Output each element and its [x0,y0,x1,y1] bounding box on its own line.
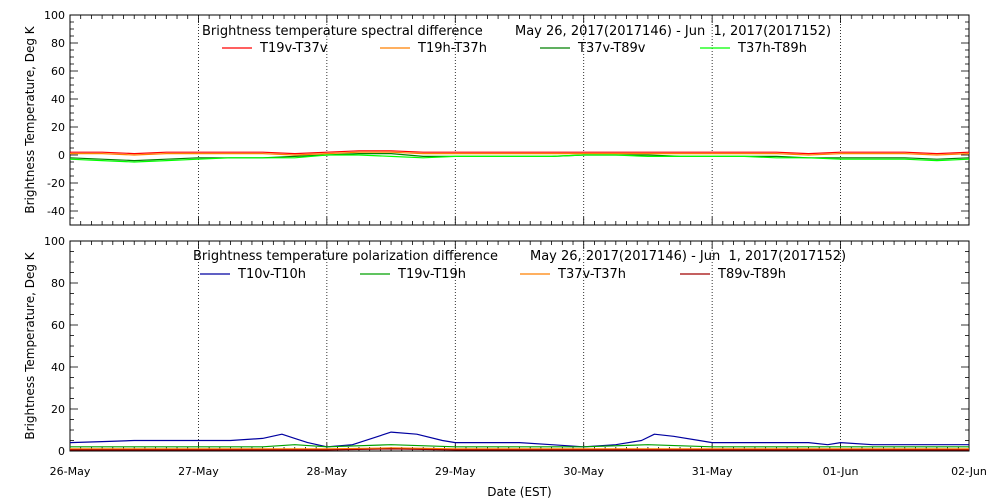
x-tick-label: 01-Jun [823,465,859,478]
y-axis-label: Brightness Temperature, Deg K [23,25,37,213]
chart-title: Brightness temperature spectral differen… [202,24,483,39]
x-tick-label: 30-May [563,465,604,478]
plot-frame [69,14,970,226]
y-tick-label: -40 [47,205,65,218]
series-line-3 [70,447,969,450]
y-tick-label: 60 [51,65,65,78]
y-tick-label: 0 [58,149,65,162]
x-tick-label: 02-Jun [951,465,987,478]
legend-label: T19v-T37v [259,41,328,56]
y-tick-label: 80 [51,37,65,50]
x-tick-label: 26-May [50,465,91,478]
legend-label: T10v-T10h [237,267,306,282]
legend-label: T19h-T37h [417,41,487,56]
series-line-1 [70,150,970,155]
series-line-3 [69,153,970,162]
x-tick-label: 28-May [306,465,347,478]
series-line-2 [70,151,970,156]
y-tick-label: 20 [51,403,65,416]
series-line-4 [70,448,969,451]
y-tick-label: 40 [51,361,65,374]
x-axis-label: Date (EST) [487,485,551,499]
y-tick-label: -20 [47,177,65,190]
y-tick-label: 100 [44,9,65,22]
x-tick-label: 29-May [435,465,476,478]
y-tick-label: 80 [51,277,65,290]
series-line-2 [70,444,969,448]
legend-label: T89v-T89h [717,267,786,282]
series-line-4 [69,154,970,163]
legend-label: T37v-T89v [577,41,646,56]
y-tick-label: 20 [51,121,65,134]
panel-1: -40 -20 0 20 40 60 80 100 Brightness Temperature… [23,9,970,226]
plot-frame [69,240,970,452]
y-tick-label: 40 [51,93,65,106]
chart-date-range: May 26, 2017(2017146) - Jun 1, 2017(2017… [530,249,846,264]
legend-label: T37v-T37h [557,267,626,282]
y-tick-label: 60 [51,319,65,332]
x-tick-label: 27-May [178,465,219,478]
chart-date-range: May 26, 2017(2017146) - Jun 1, 2017(2017… [515,24,831,39]
x-tick-label: 31-May [692,465,733,478]
legend-label: T37h-T89h [737,41,807,56]
series-line-1 [69,431,969,448]
panel-2: 0 20 40 60 80 100 26-May 27-May 28-May 29-May 30-M… [23,235,987,499]
chart-title: Brightness temperature polarization diff… [193,249,498,264]
y-tick-label: 0 [58,445,65,458]
y-axis-label: Brightness Temperature, Deg K [23,251,37,439]
legend-label: T19v-T19h [397,267,466,282]
y-tick-label: 100 [44,235,65,248]
